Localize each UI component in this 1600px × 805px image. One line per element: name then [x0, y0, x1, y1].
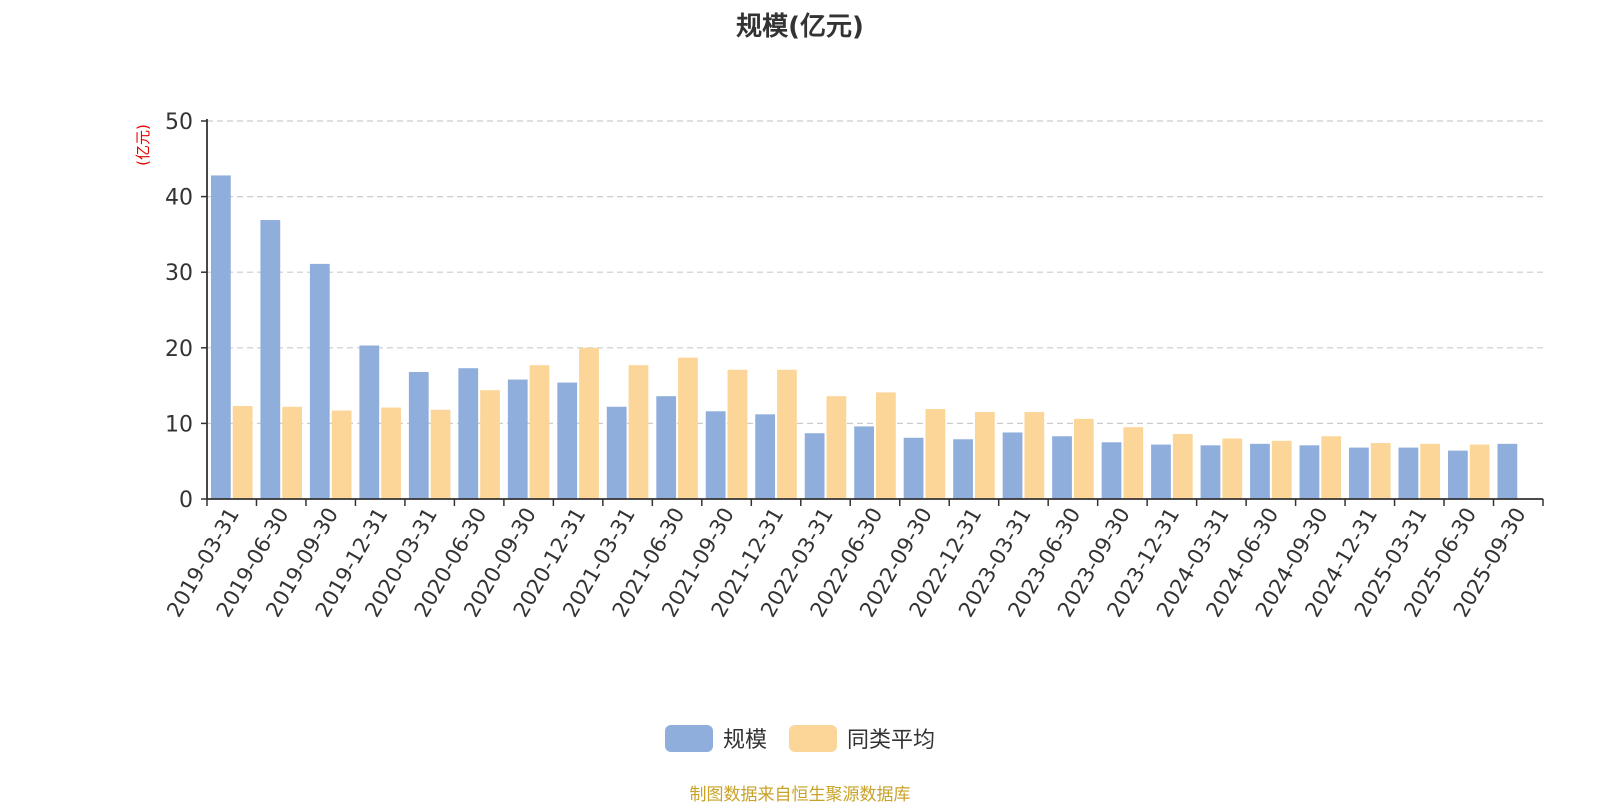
source-note: 制图数据来自恒生聚源数据库	[689, 785, 911, 805]
y-tick-label: 50	[165, 110, 193, 135]
bar-scale[interactable]	[606, 406, 627, 499]
bar-scale[interactable]	[1497, 443, 1518, 499]
bar-scale[interactable]	[755, 414, 776, 499]
bar-peer-average[interactable]	[826, 396, 847, 499]
bar-peer-average[interactable]	[876, 392, 896, 499]
bar-peer-average[interactable]	[1370, 443, 1391, 499]
bar-peer-average[interactable]	[1420, 443, 1441, 499]
bar-peer-average[interactable]	[1024, 412, 1045, 499]
y-tick-label: 40	[165, 186, 193, 211]
bar-scale[interactable]	[408, 371, 429, 499]
legend-item-scale[interactable]: 规模	[664, 722, 767, 754]
bar-scale[interactable]	[1448, 450, 1468, 499]
legend: 规模 同类平均	[0, 722, 1600, 754]
y-tick-label: 0	[179, 488, 193, 513]
bar-scale[interactable]	[1200, 445, 1221, 499]
bar-scale[interactable]	[1250, 443, 1270, 499]
bar-peer-average[interactable]	[628, 365, 649, 499]
bar-scale[interactable]	[260, 220, 281, 500]
bar-scale[interactable]	[557, 382, 578, 499]
bar-peer-average[interactable]	[678, 357, 698, 499]
bar-peer-average[interactable]	[1222, 438, 1243, 499]
bar-peer-average[interactable]	[529, 365, 550, 499]
bar-peer-average[interactable]	[1073, 418, 1094, 499]
bar-peer-average[interactable]	[1172, 433, 1193, 499]
bar-peer-average[interactable]	[579, 347, 599, 499]
legend-label-scale: 规模	[722, 728, 767, 753]
bar-scale[interactable]	[953, 439, 973, 499]
bar-peer-average[interactable]	[282, 406, 302, 499]
bar-peer-average[interactable]	[1271, 440, 1292, 499]
legend-swatch-scale	[664, 724, 713, 752]
grid-layer	[207, 120, 1543, 424]
bar-peer-average[interactable]	[232, 406, 253, 499]
bar-peer-average[interactable]	[480, 390, 500, 499]
bar-peer-average[interactable]	[1123, 427, 1144, 499]
legend-item-peer-average[interactable]: 同类平均	[789, 722, 935, 754]
bar-scale[interactable]	[458, 368, 479, 499]
bar-scale[interactable]	[903, 437, 924, 499]
bar-scale[interactable]	[1101, 442, 1122, 499]
bar-peer-average[interactable]	[381, 407, 401, 499]
bar-scale[interactable]	[1151, 444, 1171, 499]
bar-peer-average[interactable]	[1469, 444, 1490, 499]
bar-scale[interactable]	[656, 396, 677, 499]
bar-peer-average[interactable]	[974, 412, 995, 499]
bar-scale[interactable]	[507, 379, 528, 499]
bar-scale[interactable]	[804, 433, 825, 499]
bar-layer	[210, 175, 1518, 500]
bar-scale[interactable]	[210, 175, 231, 499]
legend-swatch-peer-average	[789, 724, 837, 752]
bar-scale[interactable]	[1002, 432, 1023, 499]
bar-scale[interactable]	[1052, 436, 1072, 499]
bar-scale[interactable]	[1349, 447, 1369, 499]
bar-scale[interactable]	[854, 426, 874, 499]
chart-title: 规模(亿元)	[736, 12, 864, 42]
legend-label-peer-average: 同类平均	[847, 728, 936, 753]
bar-peer-average[interactable]	[1321, 436, 1342, 499]
bar-peer-average[interactable]	[331, 410, 352, 499]
bar-peer-average[interactable]	[777, 369, 797, 499]
bar-scale[interactable]	[705, 411, 726, 499]
bar-peer-average[interactable]	[727, 369, 748, 499]
bar-scale[interactable]	[309, 263, 330, 499]
bar-scale[interactable]	[1398, 447, 1419, 499]
bar-peer-average[interactable]	[430, 409, 451, 499]
bar-peer-average[interactable]	[925, 409, 946, 499]
y-tick-label: 10	[165, 412, 193, 437]
bar-scale[interactable]	[359, 345, 380, 499]
bar-scale[interactable]	[1299, 445, 1320, 499]
y-tick-label: 20	[165, 337, 193, 362]
y-tick-label: 30	[165, 261, 193, 286]
y-axis-title: (亿元)	[134, 124, 152, 166]
